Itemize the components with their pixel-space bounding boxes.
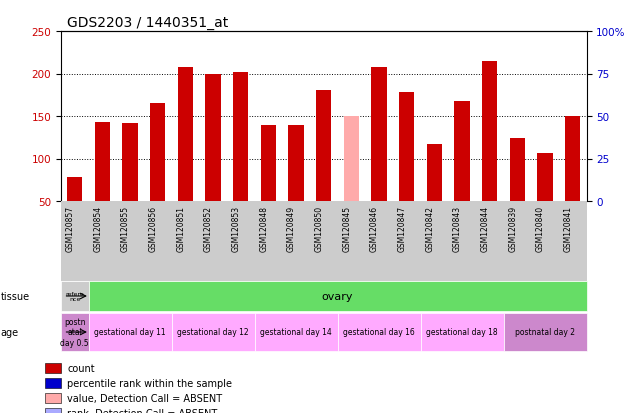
Bar [338, 313, 420, 351]
Bar [45, 363, 61, 373]
Bar [178, 68, 193, 202]
Text: GSM120844: GSM120844 [481, 206, 490, 252]
Text: GSM120855: GSM120855 [121, 206, 130, 252]
Bar [233, 73, 248, 202]
Text: count: count [67, 363, 95, 373]
Text: GSM120852: GSM120852 [204, 206, 213, 252]
Bar [172, 313, 254, 351]
Text: gestational day 16: gestational day 16 [343, 328, 415, 337]
Bar [254, 313, 338, 351]
Text: rank, Detection Call = ABSENT: rank, Detection Call = ABSENT [67, 408, 217, 413]
Bar [565, 117, 580, 202]
Bar [45, 408, 61, 413]
Text: GSM120853: GSM120853 [231, 206, 241, 252]
Bar [67, 178, 82, 202]
Text: GSM120856: GSM120856 [149, 206, 158, 252]
Text: gestational day 11: gestational day 11 [94, 328, 166, 337]
Bar [95, 123, 110, 202]
Bar [399, 93, 414, 202]
Text: GSM120846: GSM120846 [370, 206, 379, 252]
Text: GSM120851: GSM120851 [176, 206, 185, 252]
Bar [61, 313, 88, 351]
Text: refere
nce: refere nce [65, 291, 84, 301]
Text: ovary: ovary [322, 291, 353, 301]
Bar [261, 125, 276, 202]
Bar [482, 62, 497, 202]
Text: GSM120842: GSM120842 [426, 206, 435, 252]
Bar [537, 153, 553, 202]
Text: gestational day 14: gestational day 14 [260, 328, 332, 337]
Bar [122, 123, 138, 202]
Text: value, Detection Call = ABSENT: value, Detection Call = ABSENT [67, 393, 222, 403]
Bar [510, 139, 525, 202]
Text: GSM120850: GSM120850 [315, 206, 324, 252]
Text: GSM120857: GSM120857 [66, 206, 75, 252]
Bar [316, 90, 331, 202]
Text: GSM120843: GSM120843 [453, 206, 462, 252]
Text: GSM120841: GSM120841 [563, 206, 572, 252]
Bar [420, 313, 504, 351]
Text: GSM120848: GSM120848 [260, 206, 269, 252]
Text: GSM120854: GSM120854 [94, 206, 103, 252]
Bar [45, 393, 61, 404]
Text: GSM120849: GSM120849 [287, 206, 296, 252]
Text: postn
atal
day 0.5: postn atal day 0.5 [60, 317, 89, 347]
Bar [427, 145, 442, 202]
Bar [504, 313, 587, 351]
Text: percentile rank within the sample: percentile rank within the sample [67, 378, 232, 388]
Text: postnatal day 2: postnatal day 2 [515, 328, 575, 337]
Text: tissue: tissue [1, 291, 29, 301]
Text: gestational day 18: gestational day 18 [426, 328, 498, 337]
Bar [150, 104, 165, 202]
Text: GSM120839: GSM120839 [508, 206, 517, 252]
Text: GSM120840: GSM120840 [536, 206, 545, 252]
Bar [371, 68, 387, 202]
Bar [45, 377, 61, 389]
Bar [205, 74, 221, 202]
Text: GDS2203 / 1440351_at: GDS2203 / 1440351_at [67, 16, 229, 30]
Bar [288, 125, 304, 202]
Text: gestational day 12: gestational day 12 [177, 328, 249, 337]
Text: GSM120845: GSM120845 [342, 206, 351, 252]
Bar [61, 281, 88, 311]
Bar [454, 102, 470, 202]
Text: age: age [1, 327, 19, 337]
Bar [88, 313, 172, 351]
Text: GSM120847: GSM120847 [397, 206, 406, 252]
Bar [344, 117, 359, 202]
